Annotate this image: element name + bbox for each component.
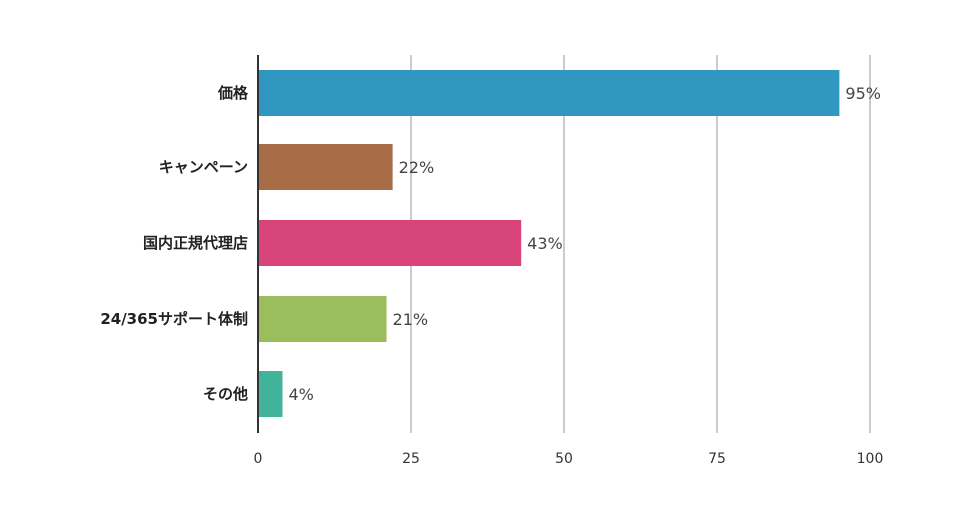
category-label: 価格 bbox=[217, 84, 249, 102]
bars bbox=[258, 70, 840, 417]
data-label: 43% bbox=[527, 234, 563, 253]
data-label: 21% bbox=[393, 310, 429, 329]
bar bbox=[258, 296, 387, 342]
data-label: 95% bbox=[845, 84, 881, 103]
category-label: キャンペーン bbox=[159, 158, 248, 176]
x-tick-label: 50 bbox=[555, 451, 573, 467]
category-label: その他 bbox=[203, 385, 248, 403]
category-label: 24/365サポート体制 bbox=[100, 310, 248, 328]
bar bbox=[258, 220, 522, 266]
bar bbox=[258, 371, 283, 417]
category-label: 国内正規代理店 bbox=[143, 234, 248, 252]
data-label: 22% bbox=[399, 158, 435, 177]
x-tick-label: 75 bbox=[708, 451, 726, 467]
x-tick-label: 0 bbox=[254, 451, 263, 467]
labels: 0 25 50 75 100 価格 95% キャンペーン 22% 国内正規代理店 43% 24/365… bbox=[100, 84, 883, 467]
x-tick-label: 25 bbox=[402, 451, 420, 467]
bar bbox=[258, 144, 393, 190]
bar bbox=[258, 70, 840, 116]
data-label: 4% bbox=[288, 385, 313, 404]
x-tick-label: 100 bbox=[857, 451, 884, 467]
